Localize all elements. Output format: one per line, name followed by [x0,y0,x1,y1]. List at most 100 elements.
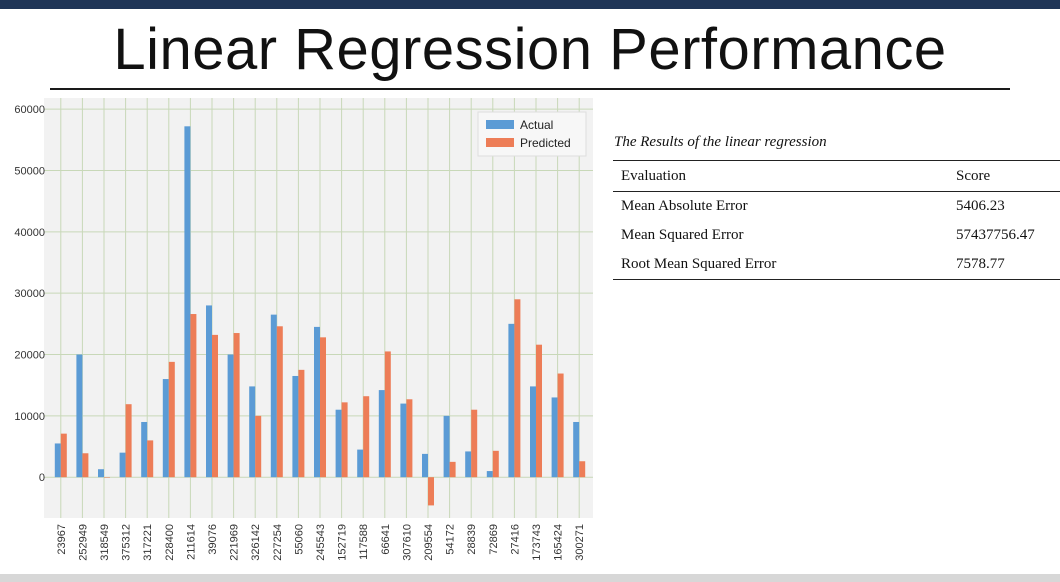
bar-predicted [449,461,456,478]
x-tick-label: 307610 [401,524,413,561]
bar-actual [227,354,234,478]
legend-swatch-predicted [486,138,514,147]
bar-actual [486,471,493,478]
x-tick-label: 152719 [337,524,349,561]
x-tick-label: 39076 [207,524,219,555]
y-tick-label: 40000 [14,227,45,239]
bar-actual [378,390,385,478]
metric-score: 7578.77 [948,250,1060,280]
x-tick-label: 245543 [315,524,327,561]
table-row: Root Mean Squared Error 7578.77 [613,250,1060,280]
bar-predicted [492,450,499,478]
x-tick-label: 66641 [380,524,392,555]
x-tick-label: 173743 [531,524,543,561]
bar-predicted [428,477,434,506]
y-tick-label: 60000 [14,104,45,116]
bar-actual [54,443,61,478]
x-tick-label: 252949 [77,524,89,561]
bar-actual [357,449,364,478]
bottom-bar [0,574,1060,582]
x-tick-label: 375312 [121,524,133,561]
bar-predicted [190,314,197,478]
x-tick-label: 27416 [509,524,521,555]
bar-predicted [276,326,283,478]
legend-box [477,111,587,157]
y-tick-label: 30000 [14,288,45,300]
bar-actual [465,451,472,478]
bar-predicted [514,299,521,478]
x-tick-label: 117588 [358,524,370,560]
bar-predicted [104,477,110,478]
bar-predicted [255,415,262,478]
bar-predicted [298,369,305,478]
header-score: Score [948,160,1060,192]
bar-actual [270,314,277,478]
bar-predicted [536,344,542,478]
x-tick-label: 221969 [229,524,241,561]
x-tick-label: 326142 [250,524,262,561]
x-tick-label: 211614 [185,524,197,560]
metric-score: 5406.23 [956,198,1005,214]
x-tick-label: 209554 [423,524,435,561]
table-caption: The Results of the linear regression [614,134,827,150]
bar-actual [443,415,450,478]
table-row: Mean Squared Error 57437756.47 [613,221,1060,250]
table-header-row: Evaluation Score [613,160,1060,192]
bar-predicted [471,409,478,478]
x-tick-label: 227254 [272,524,284,561]
bar-actual [141,421,148,478]
bar-actual [400,403,407,478]
bar-predicted [341,402,348,478]
bar-predicted [147,440,154,478]
bar-actual [508,323,515,478]
x-tick-label: 28839 [466,524,478,555]
bar-predicted [233,333,240,478]
bar-actual [162,379,169,478]
bar-chart: 0 10000 20000 30000 40000 50000 60000 23967 2529… [14,98,593,561]
bar-predicted [579,461,586,478]
bar-predicted [557,373,564,478]
bar-predicted [60,433,67,478]
x-tick-label: 54172 [445,524,457,555]
results-table: Evaluation Score Mean Absolute Error 540… [613,160,1060,280]
legend-label-actual: Actual [520,118,553,132]
x-tick-label: 300271 [574,524,586,561]
bar-predicted [406,399,413,478]
bar-actual [76,354,83,478]
x-tick-label: 72869 [488,524,500,555]
bar-actual [551,397,558,478]
x-tick-label: 317221 [142,524,154,561]
bar-predicted [363,396,370,478]
y-tick-label: 50000 [14,165,45,177]
metric-score: 57437756.47 [956,227,1035,243]
y-tick-label: 0 [39,472,45,484]
metric-name: Mean Absolute Error [621,198,748,214]
bar-actual [422,453,428,478]
y-tick-label: 10000 [14,411,45,423]
bar-actual [206,305,212,478]
x-tick-label: 318549 [99,524,111,561]
x-tick-label: 228400 [164,524,176,561]
bar-predicted [384,351,391,478]
header-evaluation: Evaluation [613,160,948,192]
bar-predicted [168,361,175,478]
bar-predicted [320,337,326,478]
bar-actual [335,409,342,478]
bar-actual [184,126,191,478]
x-tick-label: 165424 [553,524,565,561]
x-tick-label: 55060 [293,524,305,555]
metric-name: Mean Squared Error [621,227,744,243]
bar-predicted [82,453,89,478]
bar-predicted [125,404,132,478]
bar-predicted [212,334,218,478]
metric-name: Root Mean Squared Error [613,250,948,280]
top-accent-bar [0,0,1060,9]
y-tick-label: 20000 [14,350,45,362]
slide-title: Linear Regression Performance [113,17,947,82]
bar-actual [292,375,299,478]
bar-actual [314,326,320,478]
bar-actual [573,421,580,478]
title-underline [50,88,1010,90]
x-tick-label: 23967 [56,524,68,555]
bar-actual [98,469,104,478]
